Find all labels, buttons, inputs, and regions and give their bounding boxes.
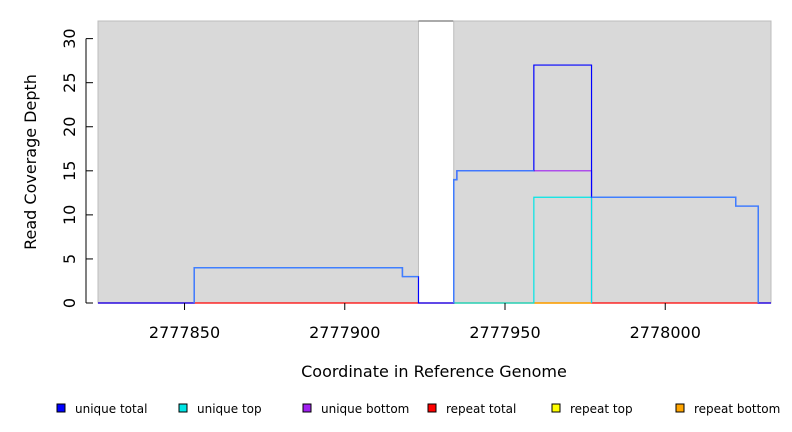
overlap-line-mid — [453, 170, 534, 303]
y-tick-label-15: 15 — [60, 161, 79, 181]
legend: unique total unique top unique bottom repea… — [56, 402, 780, 416]
x-tick-label-2777950: 2777950 — [469, 323, 540, 342]
x-tick-label-2777900: 2777900 — [309, 323, 380, 342]
legend-label-unique-total: unique total — [75, 402, 147, 416]
x-axis: 2777850 2777900 2777950 2778000 — [149, 303, 701, 342]
legend-label-repeat-total: repeat total — [446, 402, 516, 416]
y-tick-label-5: 5 — [60, 254, 79, 264]
legend-swatch-unique-total — [56, 403, 66, 413]
overlap-line-left — [193, 267, 419, 303]
plot-panel-0 — [97, 20, 419, 304]
x-tick-label-2777850: 2777850 — [149, 323, 220, 342]
series-unique-top — [453, 196, 593, 304]
legend-label-repeat-bottom: repeat bottom — [694, 402, 780, 416]
legend-label-unique-bottom: unique bottom — [321, 402, 409, 416]
y-tick-label-30: 30 — [60, 28, 79, 48]
legend-swatch-repeat-bottom — [675, 403, 685, 413]
x-axis-label: Coordinate in Reference Genome — [301, 362, 567, 381]
plot-panel-last — [453, 20, 772, 304]
legend-swatch-unique-bottom — [302, 403, 312, 413]
legend-label-repeat-top: repeat top — [570, 402, 633, 416]
x-tick-label-2778000: 2778000 — [630, 323, 701, 342]
legend-label-unique-top: unique top — [197, 402, 262, 416]
overlap-line-right — [591, 196, 759, 303]
overlap-layer — [193, 170, 759, 303]
y-tick-label-10: 10 — [60, 205, 79, 225]
y-axis-label: Read Coverage Depth — [21, 74, 40, 250]
legend-swatch-repeat-total — [427, 403, 437, 413]
plot-background — [97, 20, 772, 304]
y-tick-label-20: 20 — [60, 117, 79, 137]
y-tick-label-0: 0 — [60, 298, 79, 308]
y-tick-label-25: 25 — [60, 73, 79, 93]
legend-swatch-unique-top — [178, 403, 188, 413]
y-axis: 0 5 10 15 20 25 30 — [60, 28, 93, 308]
legend-swatch-repeat-top — [551, 403, 561, 413]
